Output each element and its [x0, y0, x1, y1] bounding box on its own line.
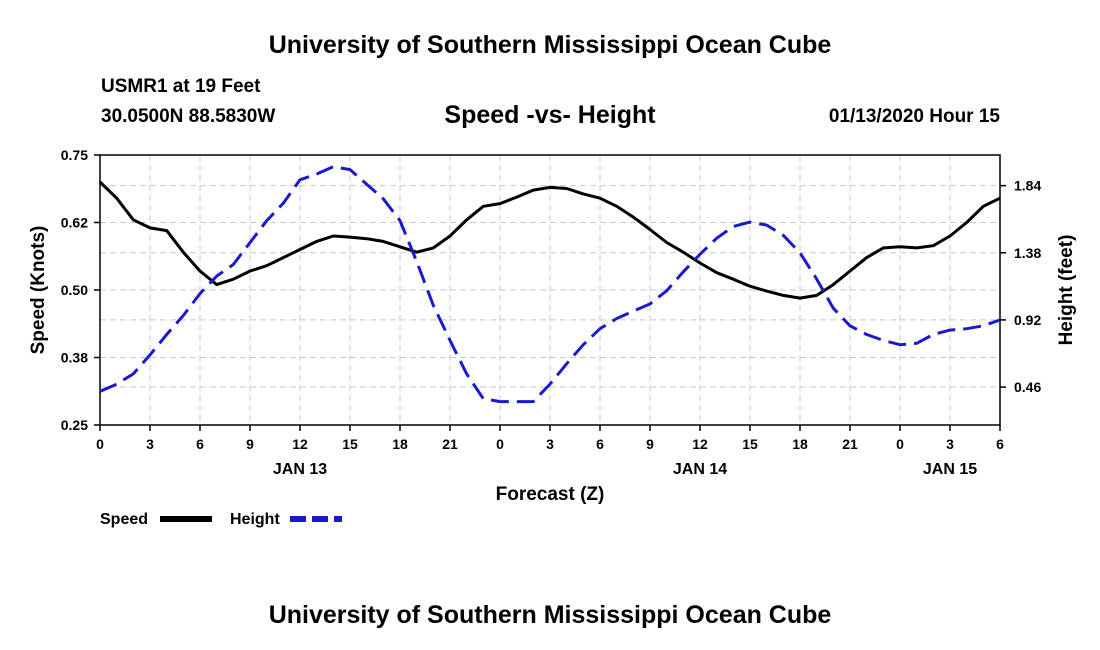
- x-tick-label: 6: [596, 436, 604, 452]
- x-tick-label: 15: [742, 436, 758, 452]
- x-tick-label: 0: [496, 436, 504, 452]
- y2-tick-label: 0.46: [1014, 379, 1041, 395]
- y-tick-label: 0.75: [61, 147, 88, 163]
- y-tick-label: 0.25: [61, 417, 88, 433]
- x-tick-label: 3: [546, 436, 554, 452]
- x-tick-label: 18: [792, 436, 808, 452]
- y2-tick-label: 1.84: [1014, 178, 1041, 194]
- speed-series-line: [98, 180, 1001, 300]
- x-date-label: JAN 13: [273, 461, 327, 478]
- x-tick-label: 6: [996, 436, 1004, 452]
- height-series-line: [99, 165, 1001, 404]
- x-axis-title: Forecast (Z): [496, 484, 605, 505]
- y2-tick-label: 0.92: [1014, 312, 1041, 328]
- x-tick-label: 15: [342, 436, 358, 452]
- forecast-datetime: 01/13/2020 Hour 15: [828, 106, 1000, 127]
- x-date-label: JAN 15: [923, 461, 977, 478]
- x-tick-label: 0: [896, 436, 904, 452]
- coordinates-label: 30.0500N 88.5830W: [101, 106, 276, 127]
- legend-label-height: Height: [230, 511, 280, 528]
- y-tick-label: 0.50: [61, 282, 88, 298]
- footer-title: University of Southern Mississippi Ocean…: [268, 601, 832, 629]
- y-axis-title: Speed (Knots): [28, 226, 49, 355]
- x-tick-label: 0: [96, 436, 104, 452]
- x-tick-label: 6: [196, 436, 204, 452]
- x-tick-label: 21: [442, 436, 458, 452]
- x-tick-label: 18: [392, 436, 408, 452]
- legend-label-speed: Speed: [100, 511, 148, 528]
- station-label: USMR1 at 19 Feet: [101, 76, 261, 97]
- page-title: University of Southern Mississippi Ocean…: [268, 31, 832, 59]
- y2-axis-title: Height (feet): [1056, 235, 1077, 346]
- y2-tick-label: 1.38: [1014, 245, 1041, 261]
- x-date-label: JAN 14: [673, 461, 727, 478]
- chart-title: Speed -vs- Height: [444, 101, 656, 129]
- x-tick-label: 3: [946, 436, 954, 452]
- x-tick-label: 3: [146, 436, 154, 452]
- x-tick-label: 12: [692, 436, 708, 452]
- y-tick-label: 0.38: [61, 350, 88, 366]
- x-tick-label: 9: [646, 436, 654, 452]
- x-tick-label: 21: [842, 436, 858, 452]
- y-tick-label: 0.62: [61, 215, 88, 231]
- x-tick-label: 12: [292, 436, 308, 452]
- x-tick-label: 9: [246, 436, 254, 452]
